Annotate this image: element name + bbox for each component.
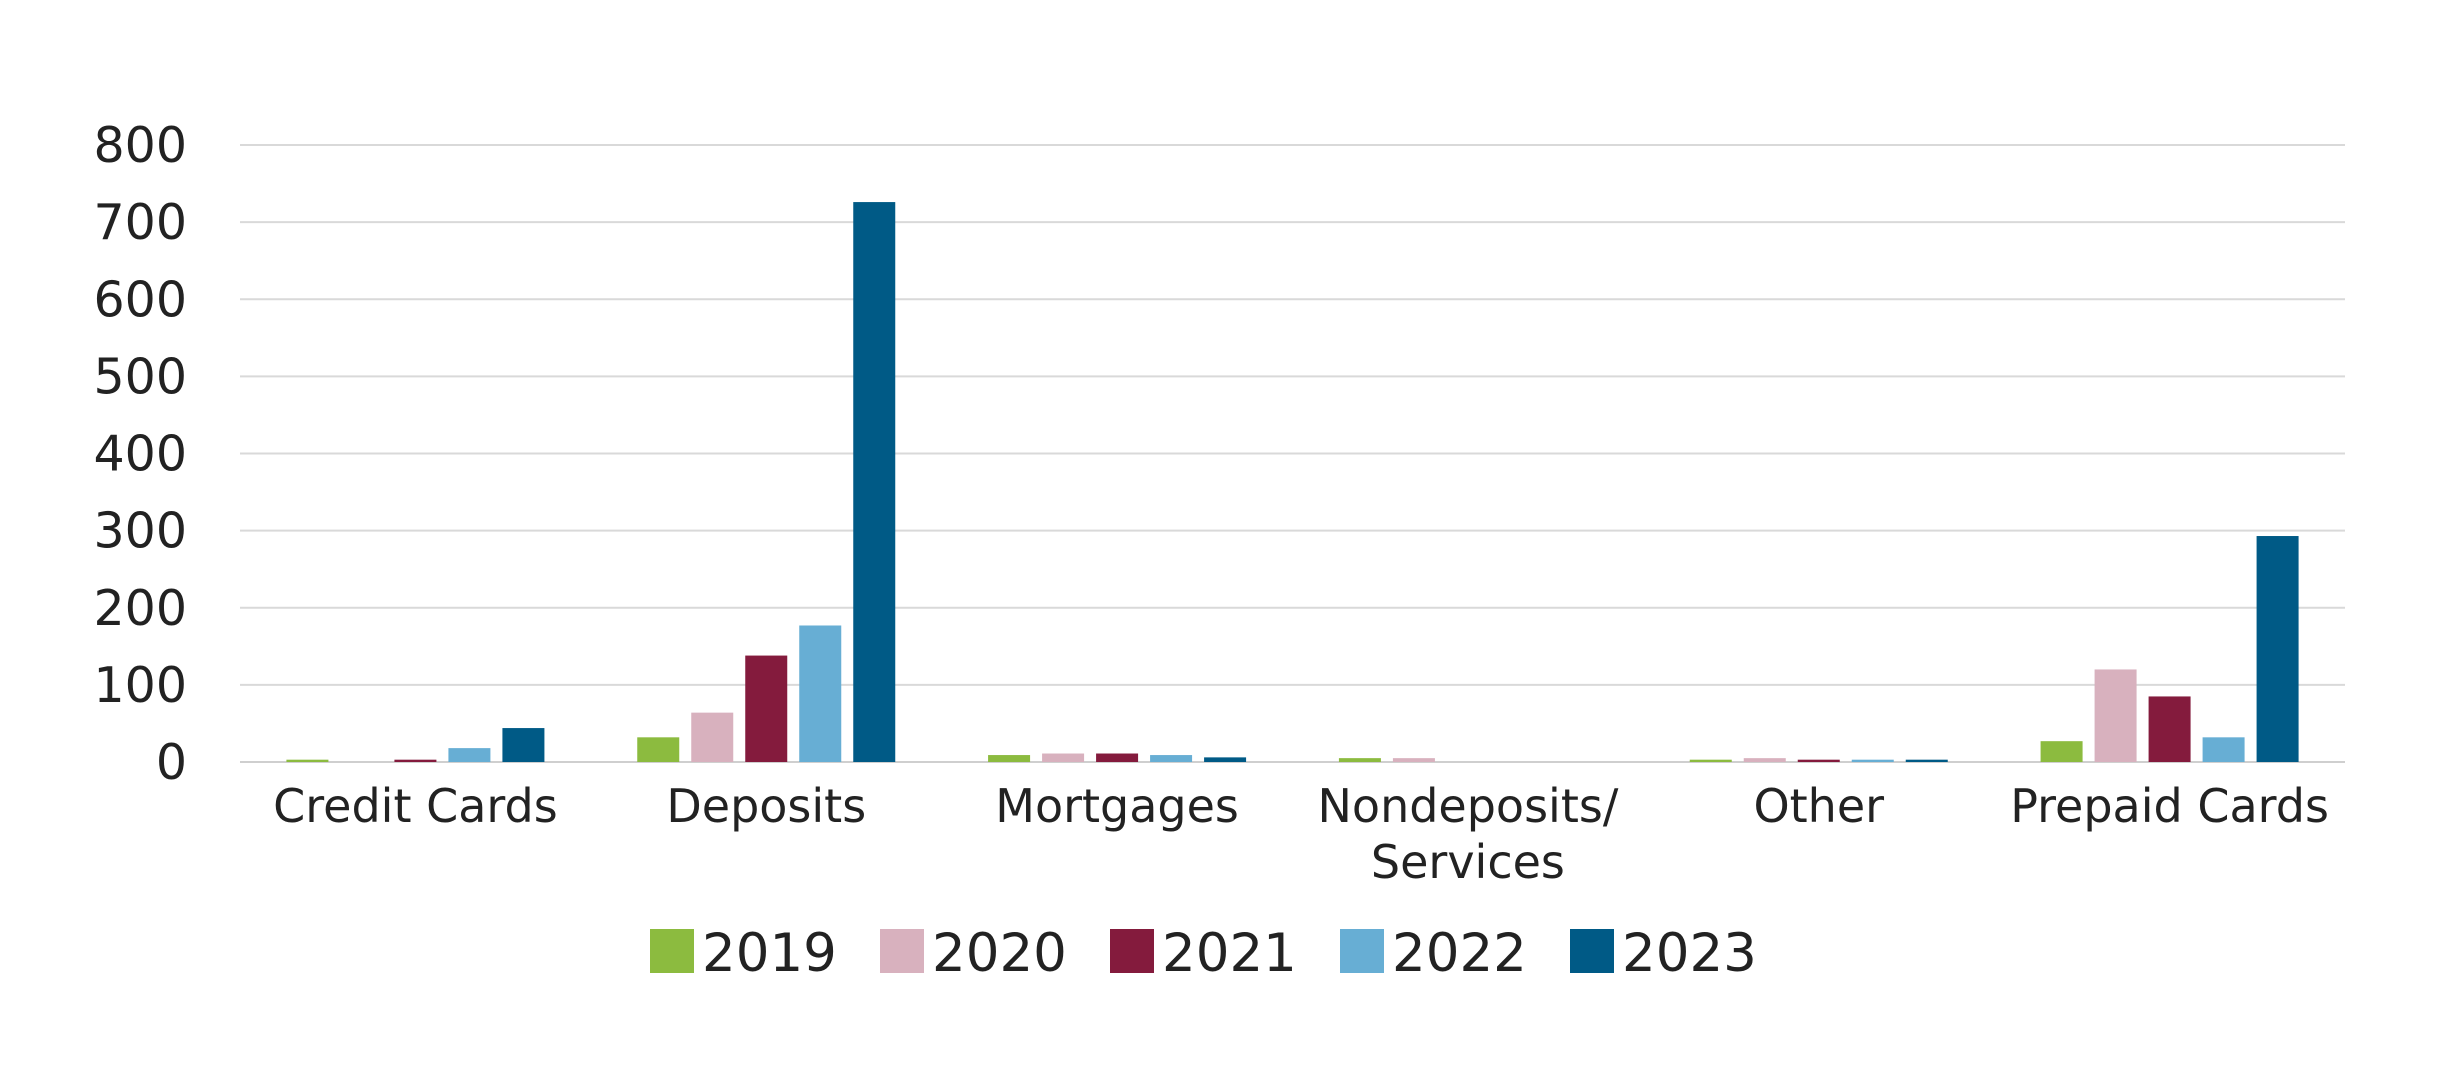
bar-2019 bbox=[286, 759, 329, 762]
x-category-label: Prepaid Cards bbox=[2010, 779, 2329, 833]
bar-2019 bbox=[1338, 758, 1381, 762]
bar-2022 bbox=[1150, 755, 1193, 762]
legend-swatch bbox=[1110, 929, 1154, 973]
legend-swatch bbox=[1570, 929, 1614, 973]
bar-2023 bbox=[1905, 759, 1948, 762]
bar-2020 bbox=[691, 712, 734, 762]
legend-label: 2020 bbox=[932, 923, 1067, 984]
bar-2021 bbox=[394, 759, 437, 762]
y-axis: 0 100 200 300 400 500 600 700 800 bbox=[93, 117, 187, 791]
bars bbox=[286, 202, 2299, 762]
legend-swatch bbox=[650, 929, 694, 973]
bar-2021 bbox=[745, 655, 788, 762]
bar-2021 bbox=[1797, 759, 1840, 762]
y-tick-label: 700 bbox=[93, 194, 187, 251]
bar-2021 bbox=[2148, 696, 2191, 762]
x-category-label: Deposits bbox=[666, 779, 866, 833]
bar-2019 bbox=[637, 737, 680, 762]
y-tick-label: 200 bbox=[93, 580, 187, 637]
x-category-label: Nondeposits/ bbox=[1318, 779, 1619, 833]
bar-2019 bbox=[2040, 741, 2083, 762]
bar-2019 bbox=[988, 755, 1031, 762]
legend-label: 2023 bbox=[1622, 923, 1757, 984]
legend-label: 2019 bbox=[702, 923, 837, 984]
y-tick-label: 500 bbox=[93, 348, 187, 405]
y-tick-label: 0 bbox=[156, 734, 187, 791]
bar-2020 bbox=[1743, 758, 1786, 762]
x-category-label: Mortgages bbox=[995, 779, 1239, 833]
y-tick-label: 300 bbox=[93, 503, 187, 560]
bar-2022 bbox=[1851, 759, 1894, 762]
gridlines bbox=[240, 144, 2345, 763]
bar-2020 bbox=[1042, 753, 1085, 762]
bar-2023 bbox=[502, 728, 545, 762]
x-category-label: Services bbox=[1371, 835, 1565, 889]
legend-swatch bbox=[1340, 929, 1384, 973]
bar-2019 bbox=[1689, 759, 1732, 762]
y-tick-label: 600 bbox=[93, 271, 187, 328]
y-tick-label: 100 bbox=[93, 657, 187, 714]
y-tick-label: 400 bbox=[93, 426, 187, 483]
bar-2022 bbox=[2202, 737, 2245, 762]
bar-2023 bbox=[853, 202, 896, 762]
bar-2023 bbox=[2256, 536, 2299, 762]
bar-2023 bbox=[1204, 757, 1247, 762]
legend-label: 2021 bbox=[1162, 923, 1297, 984]
y-tick-label: 800 bbox=[93, 117, 187, 174]
x-axis: Credit Cards Deposits Mortgages Nondeposits… bbox=[273, 779, 2329, 889]
legend-label: 2022 bbox=[1392, 923, 1527, 984]
x-category-label: Other bbox=[1753, 779, 1884, 833]
legend: 2019 2020 2021 2022 2023 bbox=[650, 923, 1757, 984]
bar-2020 bbox=[2094, 669, 2137, 762]
legend-swatch bbox=[880, 929, 924, 973]
x-category-label: Credit Cards bbox=[273, 779, 558, 833]
bar-2021 bbox=[1096, 753, 1139, 762]
bar-2022 bbox=[799, 625, 842, 762]
bar-2020 bbox=[1392, 758, 1435, 762]
bar-2022 bbox=[448, 748, 491, 762]
